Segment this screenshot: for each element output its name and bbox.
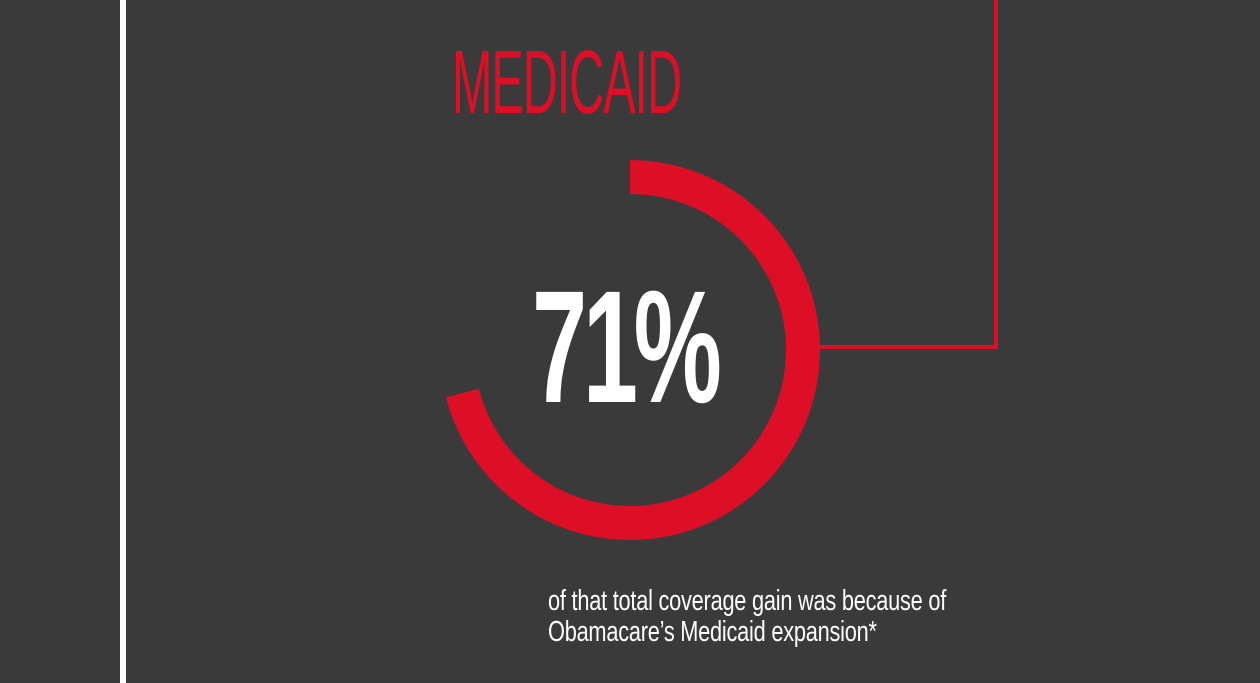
percentage-value: 71% <box>532 257 722 436</box>
left-vertical-rule <box>120 0 126 683</box>
chart-title: MEDICAID <box>452 33 682 133</box>
chart-caption: of that total coverage gain was because … <box>548 586 1008 654</box>
connector-line <box>812 0 998 349</box>
percentage-arc <box>445 160 820 540</box>
caption-line-1: of that total coverage gain was because … <box>548 585 947 617</box>
caption-line-2: Obamacare’s Medicaid expansion* <box>548 616 877 648</box>
percentage-ring-chart <box>445 160 820 540</box>
